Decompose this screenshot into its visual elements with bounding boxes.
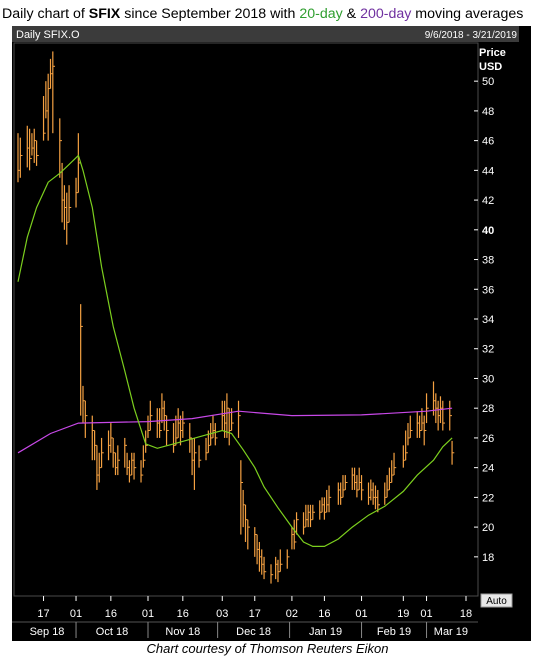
auto-scale-button-bg[interactable] <box>480 593 513 608</box>
y-tick-label: 32 <box>482 344 494 356</box>
y-tick-label: 46 <box>482 136 494 148</box>
y-axis-unit: USD <box>479 61 502 73</box>
auto-scale-button[interactable]: Auto <box>480 593 513 608</box>
x-tick-label: 19 <box>397 608 409 620</box>
ma200-line <box>17 407 453 454</box>
y-tick-label: 38 <box>482 255 494 267</box>
ticker-symbol: SFIX <box>88 6 121 22</box>
panel-header <box>12 26 519 42</box>
y-tick-label: 28 <box>482 403 494 415</box>
date-range: 9/6/2018 - 3/21/2019 <box>425 30 518 41</box>
x-tick-label: 16 <box>105 608 117 620</box>
month-label: Oct 18 <box>96 626 128 638</box>
y-tick-label: 18 <box>482 552 494 564</box>
x-tick-label: 01 <box>420 608 432 620</box>
auto-scale-button-label[interactable]: Auto <box>486 596 507 607</box>
y-tick-label: 34 <box>482 314 494 326</box>
y-tick-label: 42 <box>482 195 494 207</box>
price-bars <box>17 51 455 584</box>
ma20-line <box>17 154 453 548</box>
chart-background <box>12 26 531 641</box>
month-label: Nov 18 <box>165 626 200 638</box>
chart-caption: Chart courtesy of Thomson Reuters Eikon <box>146 641 389 656</box>
x-tick-label: 01 <box>142 608 154 620</box>
title-prefix: Daily chart of <box>2 6 89 22</box>
y-tick-label: 40 <box>482 225 494 237</box>
y-tick-label: 22 <box>482 492 494 504</box>
title-suffix: moving averages <box>411 6 524 22</box>
month-label: Feb 19 <box>377 626 411 638</box>
x-axis-ticks: 17 01 16 01 16 03 17 02 16 01 19 01 18 <box>37 596 472 620</box>
y-tick-label: 36 <box>482 284 494 296</box>
title-amp: & <box>342 6 361 22</box>
x-tick-label: 01 <box>70 608 82 620</box>
y-tick-label: 50 <box>482 76 494 88</box>
chart-title: Daily chart of SFIX since September 2018… <box>2 6 523 22</box>
x-axis-months: Sep 18 Oct 18 Nov 18 Dec 18 Jan 19 Feb 19 Mar … <box>12 621 478 638</box>
panel-title: Daily SFIX.O <box>16 29 80 41</box>
x-tick-label: 02 <box>286 608 298 620</box>
x-tick-label: 03 <box>216 608 228 620</box>
x-tick-label: 16 <box>177 608 189 620</box>
x-tick-label: 17 <box>37 608 49 620</box>
x-tick-label: 18 <box>460 608 472 620</box>
ma20-label: 20-day <box>299 6 343 22</box>
y-tick-label: 20 <box>482 522 494 534</box>
title-middle: since September 2018 with <box>120 6 300 22</box>
month-label: Mar 19 <box>434 626 468 638</box>
y-tick-label: 30 <box>482 373 494 385</box>
y-axis-label: Price <box>479 47 506 59</box>
ma200-label: 200-day <box>360 6 412 22</box>
y-tick-label: 24 <box>482 463 494 475</box>
month-label: Sep 18 <box>30 626 65 638</box>
y-tick-label: 26 <box>482 433 494 445</box>
y-tick-label: 48 <box>482 106 494 118</box>
price-chart: Daily SFIX.O 9/6/2018 - 3/21/2019 Price … <box>12 26 531 641</box>
month-label: Dec 18 <box>236 626 271 638</box>
month-label: Jan 19 <box>309 626 342 638</box>
x-tick-label: 16 <box>318 608 330 620</box>
x-tick-label: 01 <box>355 608 367 620</box>
y-axis-ticks: 18 20 22 24 26 28 30 32 34 36 38 40 42 44 46 48 50 <box>474 76 494 564</box>
y-tick-label: 44 <box>482 165 494 177</box>
x-tick-label: 17 <box>249 608 261 620</box>
